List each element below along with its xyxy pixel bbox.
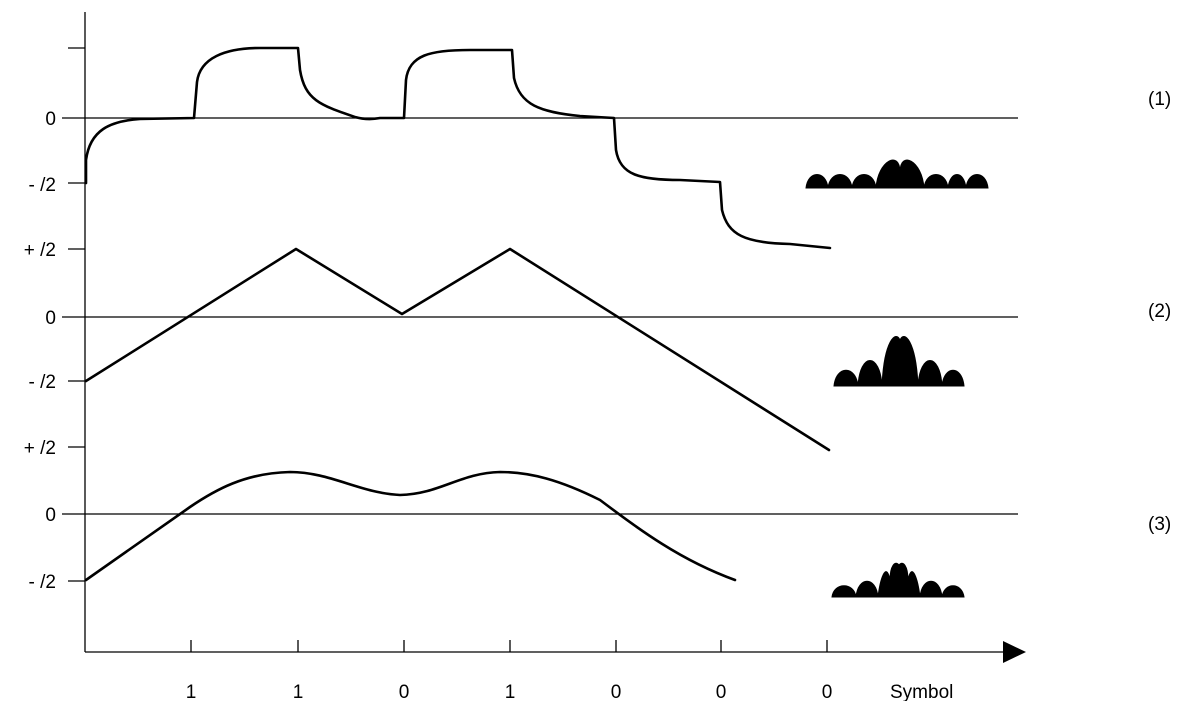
y-label-1-zero: 0 xyxy=(45,109,56,130)
y-ticks xyxy=(68,47,85,582)
y-label-1-minus: - /2 xyxy=(29,175,56,196)
panel-label-2: (2) xyxy=(1148,301,1171,322)
panel-label-3: (3) xyxy=(1148,514,1171,535)
x-axis-arrow xyxy=(1003,641,1026,663)
phase-curve-3 xyxy=(84,470,737,582)
symbol-1: 1 xyxy=(186,682,197,701)
y-label-2-minus: - /2 xyxy=(29,372,56,393)
y-label-3-minus: - /2 xyxy=(29,572,56,593)
symbol-6: 0 xyxy=(716,682,727,701)
x-ticks xyxy=(190,640,828,652)
symbol-5: 0 xyxy=(611,682,622,701)
panel-label-1: (1) xyxy=(1148,89,1171,110)
symbol-4: 1 xyxy=(505,682,516,701)
phase-curve-2 xyxy=(84,247,831,452)
symbol-3: 0 xyxy=(399,682,410,701)
y-label-2-plus: + /2 xyxy=(24,240,56,261)
symbol-2: 1 xyxy=(293,682,304,701)
y-label-2-zero: 0 xyxy=(45,308,56,329)
spectrum-icon-3 xyxy=(831,562,965,598)
symbol-7: 0 xyxy=(822,682,833,701)
symbol-axis-label: Symbol xyxy=(890,682,953,701)
y-label-3-plus: + /2 xyxy=(24,438,56,459)
y-label-3-zero: 0 xyxy=(45,505,56,526)
phase-curve-1 xyxy=(84,46,832,250)
spectrum-icon-2 xyxy=(833,335,965,387)
spectrum-icon-1 xyxy=(805,159,989,189)
